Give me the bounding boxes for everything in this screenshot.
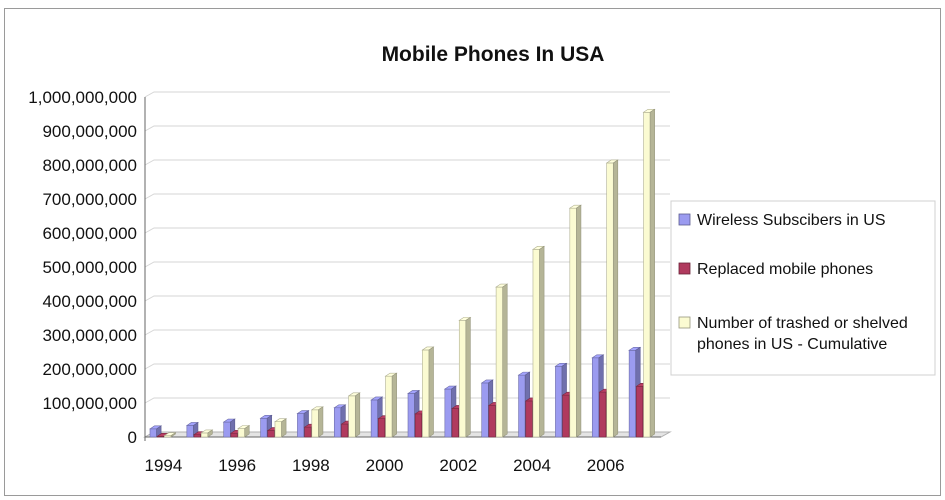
- gridline: [144, 227, 670, 234]
- legend-swatch: [678, 262, 691, 275]
- x-tick-label: 1996: [218, 456, 256, 475]
- bar: [642, 108, 656, 438]
- gridline: [144, 295, 670, 302]
- y-tick-label: 900,000,000: [42, 122, 137, 141]
- legend-label: Number of trashed or shelved: [697, 315, 908, 332]
- x-tick-label: 2006: [587, 456, 625, 475]
- x-tick-label: 2000: [366, 456, 404, 475]
- gridline: [144, 261, 670, 268]
- y-tick-label: 300,000,000: [42, 326, 137, 345]
- chart-title: Mobile Phones In USA: [382, 43, 605, 66]
- legend-label: Replaced mobile phones: [697, 261, 873, 278]
- y-tick-label: 100,000,000: [42, 394, 137, 413]
- legend: Wireless Subscibers in US Replaced mobile…: [670, 200, 936, 376]
- legend-label: Wireless Subscibers in US: [697, 212, 886, 229]
- y-tick-label: 600,000,000: [42, 224, 137, 243]
- x-tick-label: 1998: [292, 456, 330, 475]
- bar: [384, 372, 398, 438]
- y-axis-ticks: 0 100,000,000 200,000,000 300,000,000 400,00…: [28, 88, 137, 447]
- bar: [568, 204, 582, 438]
- legend-box: [670, 200, 936, 376]
- legend-swatch: [678, 316, 691, 329]
- x-axis-ticks: 1994 1996 1998 2000 2002 2004 2006: [145, 456, 625, 475]
- bar: [421, 346, 435, 438]
- gridline: [144, 91, 670, 98]
- gridline: [144, 193, 670, 200]
- x-tick-label: 2004: [513, 456, 551, 475]
- bar: [531, 245, 546, 438]
- y-tick-label: 700,000,000: [42, 190, 137, 209]
- bar: [495, 283, 509, 438]
- x-tick-label: 2002: [439, 456, 477, 475]
- gridline: [144, 159, 670, 166]
- axes: [143, 97, 672, 441]
- y-tick-label: 0: [128, 428, 137, 447]
- gridline: [144, 363, 670, 370]
- legend-swatch: [678, 213, 691, 226]
- bar: [237, 424, 251, 438]
- bar: [200, 429, 214, 438]
- bars: [149, 108, 656, 438]
- y-tick-label: 800,000,000: [42, 156, 137, 175]
- chart-frame: Mobile Phones In USA 0 100,000,000 200,000…: [4, 8, 941, 496]
- gridline: [144, 397, 670, 404]
- chart-svg: Mobile Phones In USA 0 100,000,000 200,000…: [28, 43, 936, 475]
- y-tick-label: 1,000,000,000: [28, 88, 137, 107]
- legend-label: phones in US - Cumulative: [697, 336, 887, 353]
- bar: [347, 392, 361, 438]
- y-tick-label: 500,000,000: [42, 258, 137, 277]
- x-tick-label: 1994: [145, 456, 183, 475]
- bar: [273, 418, 288, 438]
- bar: [605, 159, 619, 438]
- bar: [310, 406, 324, 438]
- y-tick-label: 400,000,000: [42, 292, 137, 311]
- y-tick-label: 200,000,000: [42, 360, 137, 379]
- gridline: [144, 329, 670, 336]
- bar: [458, 316, 472, 438]
- gridlines: [144, 91, 670, 438]
- gridline: [144, 125, 670, 132]
- bar: [163, 432, 177, 438]
